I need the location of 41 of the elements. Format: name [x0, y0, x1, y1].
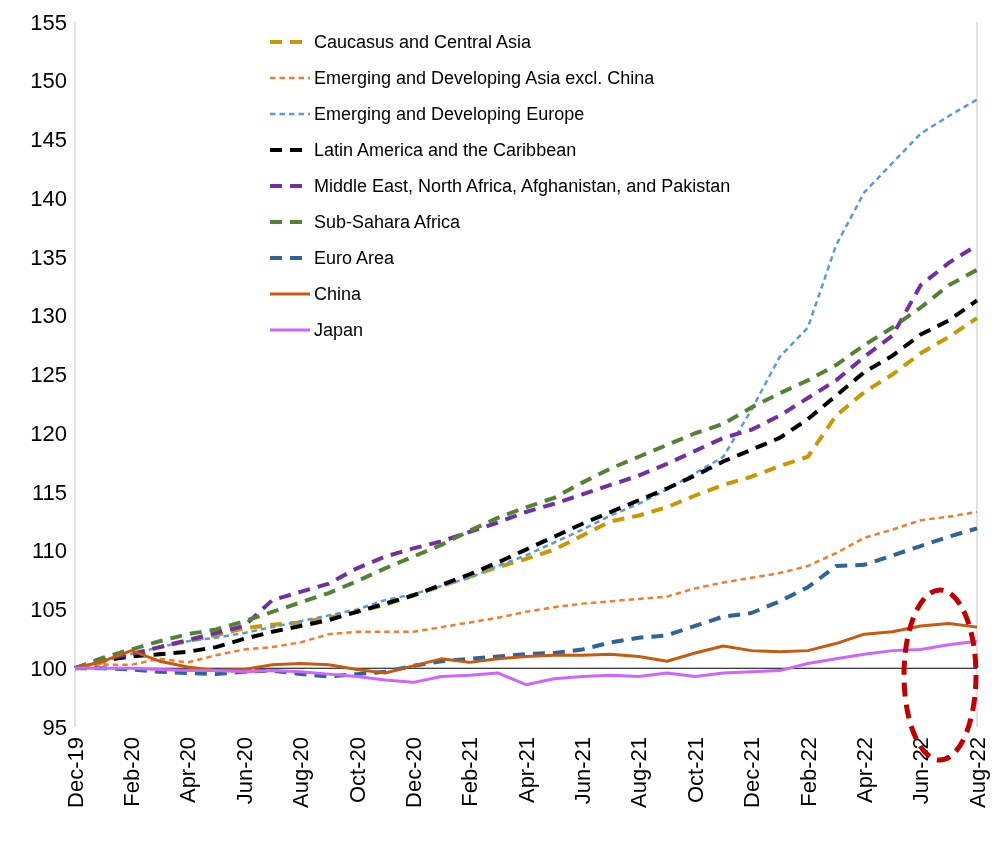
- line-series: [73, 622, 979, 675]
- x-tick-label: Apr-22: [851, 737, 877, 804]
- x-tick-label: Jun-21: [570, 737, 596, 805]
- y-tick-label: 135: [30, 244, 67, 270]
- x-tick-label: Feb-22: [795, 737, 821, 807]
- x-tick-label: Apr-20: [175, 737, 201, 804]
- y-tick-label: 105: [30, 597, 67, 623]
- x-tick-label: Oct-21: [682, 737, 708, 804]
- x-tick-label: Aug-22: [964, 737, 990, 808]
- legend-label: Emerging and Developing Asia excl. China: [314, 68, 656, 89]
- y-tick-label: 100: [30, 655, 67, 681]
- legend-label: Latin America and the Caribbean: [314, 140, 577, 161]
- x-tick-label: Apr-21: [513, 737, 539, 804]
- x-tick-label: Aug-21: [626, 737, 652, 808]
- legend-label: Japan: [314, 320, 364, 341]
- x-tick-label: Dec-21: [739, 737, 765, 808]
- x-tick-label: Feb-20: [119, 737, 145, 807]
- legend-label: Caucasus and Central Asia: [314, 32, 533, 53]
- x-tick-label: Dec-20: [400, 737, 426, 808]
- x-tick-label: Oct-20: [344, 737, 370, 804]
- x-tick-label: Jun-20: [231, 737, 257, 805]
- x-tick-label: Aug-20: [288, 737, 314, 808]
- y-tick-label: 115: [31, 479, 67, 505]
- x-tick-label: Dec-19: [62, 737, 88, 808]
- legend-label: Middle East, North Africa, Afghanistan, and Pakistan: [314, 176, 731, 197]
- y-tick-label: 125: [30, 362, 67, 388]
- x-tick-label: Jun-22: [908, 737, 934, 805]
- y-tick-label: 110: [31, 538, 67, 564]
- legend-label: Sub-Sahara Africa: [314, 212, 462, 233]
- line-series: [73, 639, 979, 687]
- y-tick-label: 145: [30, 127, 67, 153]
- y-tick-label: 95: [42, 714, 67, 740]
- y-tick-label: 140: [30, 185, 67, 211]
- y-tick-label: 120: [30, 420, 67, 446]
- y-tick-label: 130: [30, 303, 67, 329]
- legend-label: Emerging and Developing Europe: [314, 104, 585, 125]
- legend-label: Euro Area: [314, 248, 396, 269]
- y-tick-label: 150: [30, 68, 67, 94]
- x-tick-label: Feb-21: [457, 737, 483, 807]
- y-tick-label: 155: [30, 9, 67, 35]
- legend-label: China: [314, 284, 363, 305]
